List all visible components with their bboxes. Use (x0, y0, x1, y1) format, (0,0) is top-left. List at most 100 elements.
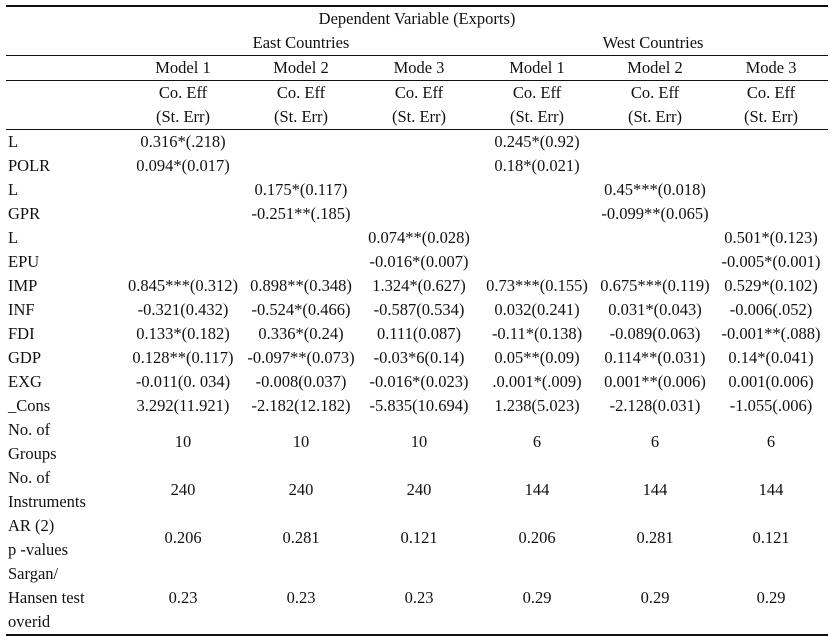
table-cell: 0.45***(0.018) (604, 180, 706, 199)
table-cell: -0.006(.052) (729, 300, 813, 319)
model-header: Model 2 (242, 55, 360, 81)
table-cell: -0.011(0. 034) (135, 372, 231, 391)
table-cell: 0.898**(0.348) (250, 276, 352, 295)
stats-cell: 144 (758, 480, 784, 499)
stats-label-line: No. of (8, 420, 51, 439)
coeff-header: Co. Eff (124, 80, 242, 105)
table-cell (124, 226, 242, 250)
table-cell (242, 226, 360, 250)
stats-cell: 240 (288, 480, 314, 499)
row-label: IMP (8, 276, 38, 295)
stats-row: AR (2) p -values 0.206 0.281 0.121 0.206 0.281… (6, 514, 828, 562)
se-header: (St. Err) (124, 105, 242, 130)
table-cell: 0.845***(0.312) (128, 276, 238, 295)
se-header: (St. Err) (478, 105, 596, 130)
row-label: _Cons (8, 396, 51, 415)
stats-label-line: Hansen test (8, 588, 85, 607)
row-label: L (8, 132, 19, 151)
table-cell: -0.005*(0.001) (721, 252, 821, 271)
table-cell: -0.016*(0.007) (369, 252, 469, 271)
table-cell: 0.245*(0.92) (494, 132, 580, 151)
table-cell (242, 130, 360, 155)
table-cell (714, 154, 828, 178)
stats-label-line: p -values (8, 540, 69, 559)
stats-cell: 0.23 (360, 562, 478, 636)
regression-table-container: Dependent Variable (Exports) East Countr… (6, 5, 829, 636)
table-cell (478, 250, 596, 274)
table-cell (714, 178, 828, 202)
table-cell (478, 226, 596, 250)
table-cell: -0.11*(0.138) (491, 324, 583, 343)
table-row: _Cons 3.292(11.921) -2.182(12.182) -5.835(1… (6, 394, 828, 418)
stats-row: No. of Instruments 240 240 240 144 144 144 (6, 466, 828, 514)
stats-cell: 0.121 (400, 528, 438, 547)
table-cell: -1.055(.006) (729, 396, 813, 415)
coeff-header: Co. Eff (360, 80, 478, 105)
table-cell: 0.128**(0.117) (132, 348, 234, 367)
table-row: IMP 0.845***(0.312) 0.898**(0.348) 1.324*(0… (6, 274, 828, 298)
table-cell: 0.05**(0.09) (494, 348, 580, 367)
stats-cell: 0.206 (518, 528, 556, 547)
table-cell: 0.111(0.087) (376, 324, 461, 343)
table-cell (124, 202, 242, 226)
se-header: (St. Err) (360, 105, 478, 130)
model-header: Mode 3 (714, 55, 829, 81)
se-header: (St. Err) (714, 105, 829, 130)
table-cell: 0.175*(0.117) (254, 180, 348, 199)
table-cell: 0.032(0.241) (494, 300, 580, 319)
stats-cell: 0.281 (282, 528, 320, 547)
se-header-blank (6, 105, 124, 130)
coeff-header-blank (6, 80, 124, 105)
table-cell (242, 154, 360, 178)
table-cell: 0.529*(0.102) (724, 276, 818, 295)
table-row: GDP 0.128**(0.117) -0.097**(0.073) -0.03*6(… (6, 346, 828, 370)
table-cell: -0.089(0.063) (609, 324, 701, 343)
table-title: Dependent Variable (Exports) (6, 5, 829, 31)
se-header: (St. Err) (242, 105, 360, 130)
table-cell: 0.133*(0.182) (136, 324, 230, 343)
table-cell: 1.324*(0.627) (372, 276, 466, 295)
table-cell (596, 130, 714, 155)
table-cell: 0.114**(0.031) (604, 348, 706, 367)
model-header: Mode 3 (360, 55, 478, 81)
table-row: L 0.175*(0.117) 0.45***(0.018) (6, 178, 828, 202)
table-row: INF -0.321(0.432) -0.524*(0.466) -0.587(0.5… (6, 298, 828, 322)
table-cell (360, 154, 478, 178)
table-cell: 0.074**(0.028) (368, 228, 470, 247)
table-cell: -0.008(0.037) (255, 372, 347, 391)
table-row: GPR -0.251**(.185) -0.099**(0.065) (6, 202, 828, 226)
table-cell: 3.292(11.921) (136, 396, 230, 415)
stats-cell: 0.121 (752, 528, 790, 547)
stats-label-line: Sargan/ (8, 564, 59, 583)
table-cell (124, 178, 242, 202)
coeff-header: Co. Eff (596, 80, 714, 105)
table-cell: 0.14*(0.041) (728, 348, 814, 367)
stats-label: AR (2) p -values (6, 514, 124, 562)
table-cell: -0.001**(.088) (721, 324, 821, 343)
stats-cell: 0.206 (164, 528, 202, 547)
table-cell (478, 202, 596, 226)
stats-row: No. of Groups 10 10 10 6 6 6 (6, 418, 828, 466)
stats-cell: 144 (642, 480, 668, 499)
stats-cell: 10 (292, 432, 310, 451)
table-cell: -0.03*6(0.14) (373, 348, 465, 367)
row-label: L (8, 180, 19, 199)
stats-label-line: Groups (8, 444, 57, 463)
table-cell: -0.524*(0.466) (251, 300, 351, 319)
table-cell: 0.031*(0.043) (608, 300, 702, 319)
table-cell: -2.182(12.182) (251, 396, 351, 415)
stats-cell: 6 (766, 432, 776, 451)
table-cell: 0.094*(0.017) (136, 156, 230, 175)
stats-cell: 10 (174, 432, 192, 451)
table-cell: 0.18*(0.021) (494, 156, 580, 175)
group-header-row: East Countries West Countries (6, 31, 829, 56)
stats-cell: 0.29 (714, 562, 829, 636)
stats-cell: 240 (170, 480, 196, 499)
table-cell: -0.099**(0.065) (601, 204, 709, 223)
stats-cell: 0.281 (636, 528, 674, 547)
table-cell (360, 202, 478, 226)
row-label: EXG (8, 372, 42, 391)
coeff-header-row: Co. Eff Co. Eff Co. Eff Co. Eff Co. Eff … (6, 80, 829, 105)
row-label: INF (8, 300, 35, 319)
stats-label: Sargan/Hansen test overid (6, 562, 124, 636)
